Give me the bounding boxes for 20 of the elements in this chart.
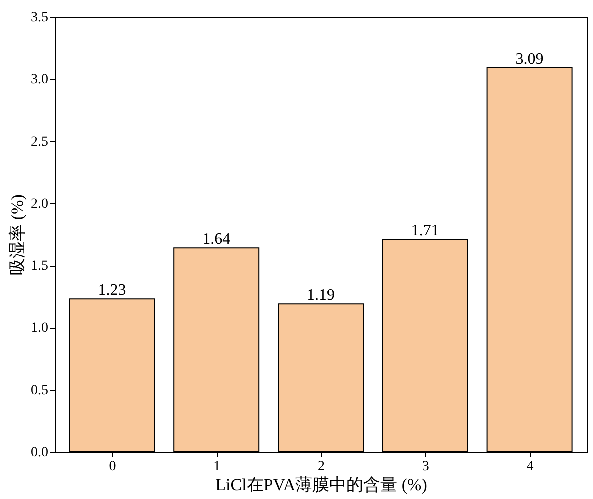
x-tick-label: 3 <box>422 460 430 474</box>
data-label: 1.71 <box>411 222 440 240</box>
x-tick-label: 0 <box>109 460 116 474</box>
y-tick-label: 1.5 <box>31 259 48 274</box>
y-axis-title: 吸湿率 (%) <box>8 194 27 276</box>
y-tick-label: 2.5 <box>31 134 48 150</box>
data-label: 1.19 <box>307 287 335 304</box>
data-label: 1.64 <box>202 231 231 248</box>
x-tick-label: 4 <box>526 460 534 474</box>
y-tick-label: 0.0 <box>31 446 48 460</box>
data-label: 1.23 <box>98 282 126 300</box>
y-tick-label: 3.5 <box>31 10 48 26</box>
x-tick-label: 2 <box>318 460 325 474</box>
y-tick-label: 2.0 <box>31 196 48 212</box>
x-tick-label: 1 <box>214 460 221 474</box>
y-tick-label: 1.0 <box>31 321 48 336</box>
y-tick-label: 3.0 <box>31 72 48 88</box>
x-axis-title: LiCl在PVA薄膜中的含量 (%) <box>216 476 428 494</box>
y-tick-label: 0.5 <box>31 383 48 398</box>
data-label: 3.09 <box>516 50 544 68</box>
